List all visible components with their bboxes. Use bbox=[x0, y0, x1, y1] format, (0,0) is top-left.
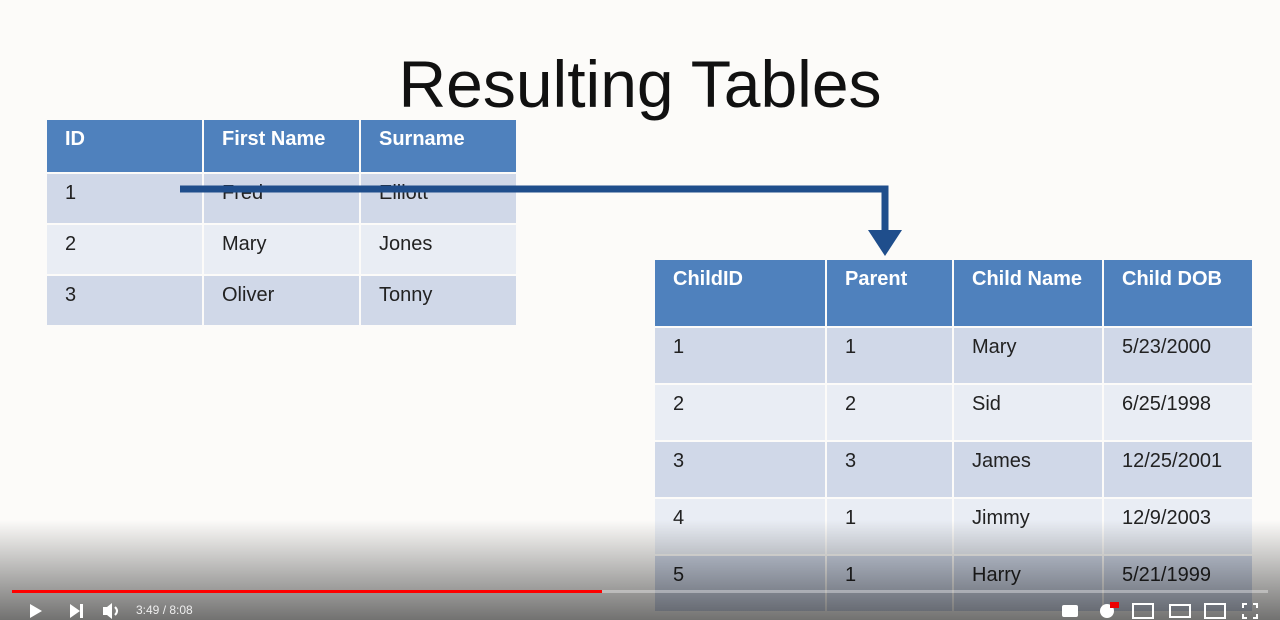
table-cell: 3 bbox=[827, 442, 952, 497]
header-row: ID First Name Surname bbox=[47, 120, 516, 172]
player-overlay bbox=[0, 520, 1280, 620]
table-cell: James bbox=[954, 442, 1102, 497]
table-row: 2 2 Sid 6/25/1998 bbox=[655, 385, 1252, 440]
miniplayer-button[interactable] bbox=[1132, 603, 1154, 619]
header-row: ChildID Parent Child Name Child DOB bbox=[655, 260, 1252, 326]
slide-title: Resulting Tables bbox=[398, 47, 882, 121]
table-row: 3 Oliver Tonny bbox=[47, 276, 516, 325]
table-cell: Sid bbox=[954, 385, 1102, 440]
time-display: 3:49 / 8:08 bbox=[136, 603, 193, 617]
table-cell: 3 bbox=[655, 442, 825, 497]
table-cell: Mary bbox=[954, 328, 1102, 383]
fullscreen-button[interactable] bbox=[1242, 603, 1258, 619]
table-row: 1 1 Mary 5/23/2000 bbox=[655, 328, 1252, 383]
header-cell: First Name bbox=[204, 120, 359, 172]
table-cell: 1 bbox=[827, 328, 952, 383]
header-cell: Child DOB bbox=[1104, 260, 1252, 326]
header-cell: Child Name bbox=[954, 260, 1102, 326]
table-cell: 2 bbox=[827, 385, 952, 440]
table-cell: Tonny bbox=[361, 276, 516, 325]
table-cell: Oliver bbox=[204, 276, 359, 325]
table-cell: 12/25/2001 bbox=[1104, 442, 1252, 497]
header-cell: Surname bbox=[361, 120, 516, 172]
volume-button[interactable] bbox=[103, 603, 118, 619]
progress-track bbox=[12, 590, 1268, 593]
cast-button[interactable] bbox=[1204, 603, 1226, 619]
header-cell: ChildID bbox=[655, 260, 825, 326]
table-cell: 1 bbox=[655, 328, 825, 383]
next-button[interactable] bbox=[70, 604, 83, 618]
progress-played bbox=[12, 590, 602, 593]
theater-button[interactable] bbox=[1169, 604, 1191, 618]
table-cell: 5/23/2000 bbox=[1104, 328, 1252, 383]
play-button[interactable] bbox=[30, 604, 42, 618]
table-cell: 3 bbox=[47, 276, 202, 325]
table-cell: 6/25/1998 bbox=[1104, 385, 1252, 440]
hd-badge bbox=[1110, 602, 1119, 608]
table-cell: 1 bbox=[47, 174, 202, 223]
header-cell: Parent bbox=[827, 260, 952, 326]
table-cell: 2 bbox=[655, 385, 825, 440]
table-cell: 2 bbox=[47, 225, 202, 274]
cc-button[interactable] bbox=[1062, 605, 1078, 617]
header-cell: ID bbox=[47, 120, 202, 172]
table-row: 3 3 James 12/25/2001 bbox=[655, 442, 1252, 497]
